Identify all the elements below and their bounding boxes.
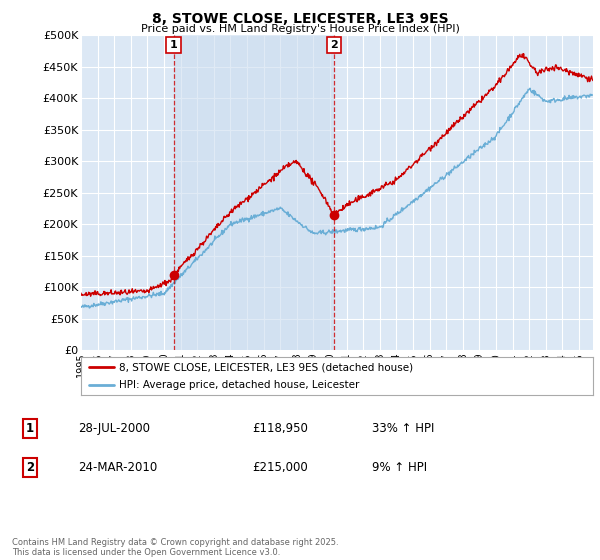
Text: 24-MAR-2010: 24-MAR-2010 [78,461,157,474]
Text: 9% ↑ HPI: 9% ↑ HPI [372,461,427,474]
Text: 2: 2 [26,461,34,474]
Text: £215,000: £215,000 [252,461,308,474]
Text: Contains HM Land Registry data © Crown copyright and database right 2025.
This d: Contains HM Land Registry data © Crown c… [12,538,338,557]
Text: Price paid vs. HM Land Registry's House Price Index (HPI): Price paid vs. HM Land Registry's House … [140,24,460,34]
Text: 8, STOWE CLOSE, LEICESTER, LE3 9ES (detached house): 8, STOWE CLOSE, LEICESTER, LE3 9ES (deta… [119,362,413,372]
Text: HPI: Average price, detached house, Leicester: HPI: Average price, detached house, Leic… [119,380,360,390]
Text: 8, STOWE CLOSE, LEICESTER, LE3 9ES: 8, STOWE CLOSE, LEICESTER, LE3 9ES [152,12,448,26]
Bar [173,35,334,350]
Text: 1: 1 [26,422,34,435]
Text: 33% ↑ HPI: 33% ↑ HPI [372,422,434,435]
Text: £118,950: £118,950 [252,422,308,435]
Text: 28-JUL-2000: 28-JUL-2000 [78,422,150,435]
Text: 2: 2 [330,40,338,50]
Text: 1: 1 [170,40,178,50]
